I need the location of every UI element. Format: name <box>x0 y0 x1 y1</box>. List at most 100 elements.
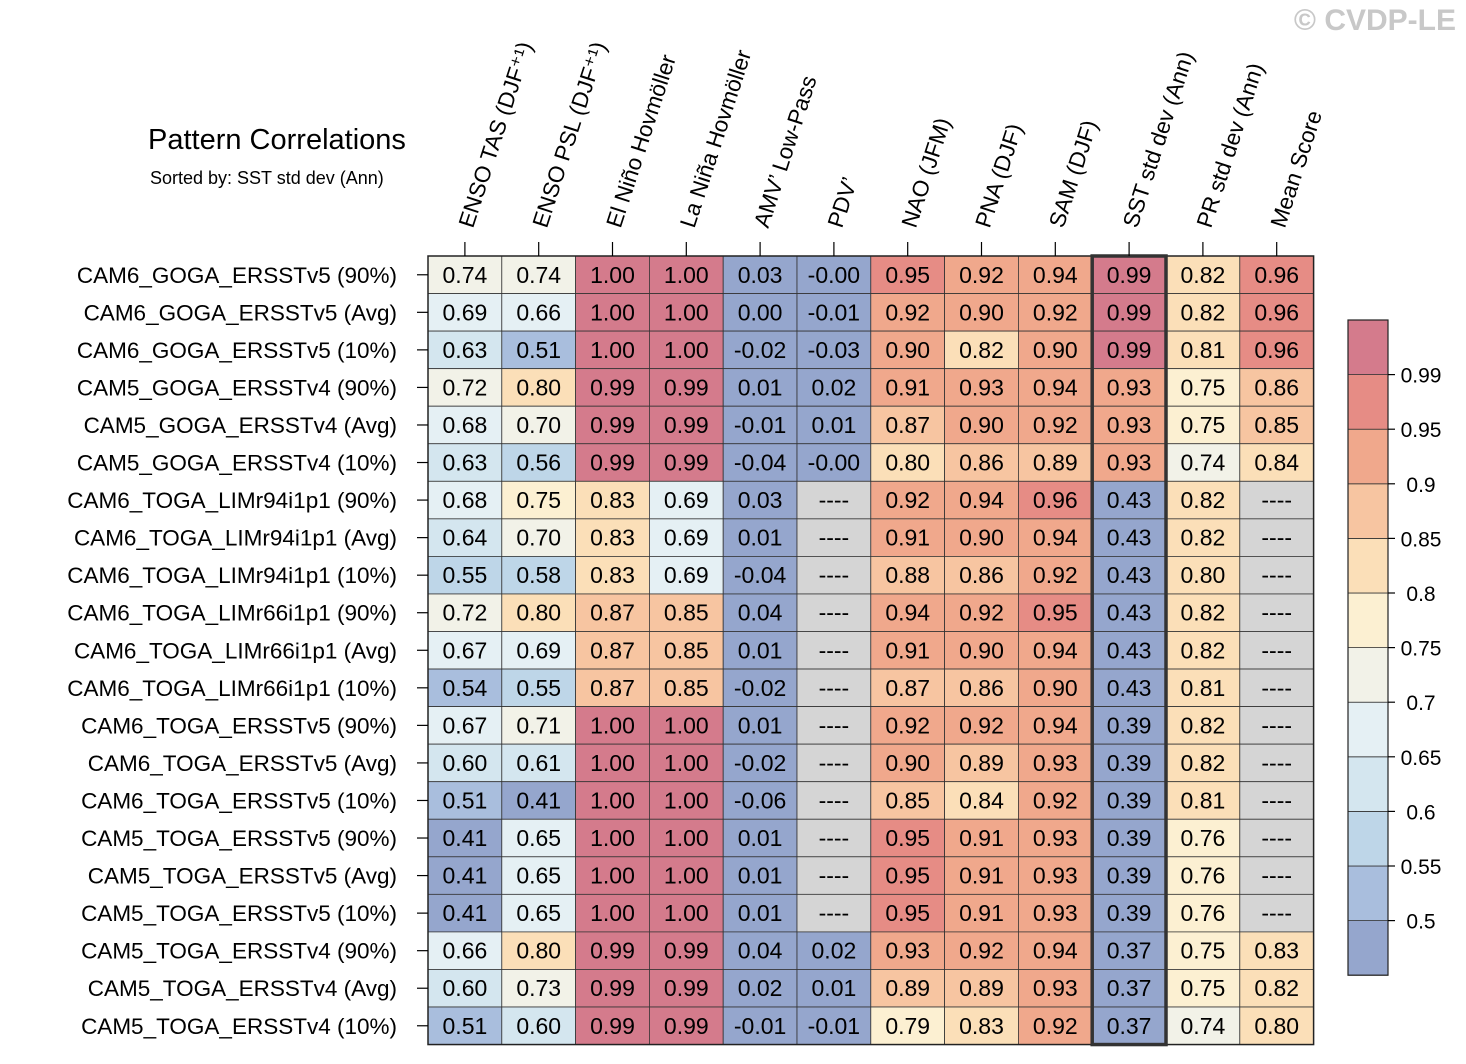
heatmap-cell <box>501 443 576 482</box>
cell-value: ---- <box>819 562 850 588</box>
cell-value: 0.87 <box>590 600 635 626</box>
cell-value: 0.74 <box>1181 1013 1226 1039</box>
cell-value: 0.93 <box>1033 750 1078 776</box>
cell-value: ---- <box>1261 600 1292 626</box>
heatmap-cell <box>796 893 872 933</box>
heatmap-cell <box>944 255 1019 294</box>
heatmap-cell <box>427 969 503 1008</box>
heatmap-cell <box>722 668 798 707</box>
cell-value: 0.92 <box>1033 562 1078 588</box>
colorbar-tick-label: 0.85 <box>1401 528 1442 551</box>
heatmap-cell <box>427 706 503 745</box>
cell-value: 0.72 <box>443 600 488 626</box>
cell-value: 0.43 <box>1107 675 1152 701</box>
cell-value: 0.41 <box>516 787 561 813</box>
heatmap-cell <box>722 480 798 520</box>
column-label: ENSO PSL (DJF⁺¹) <box>528 39 612 231</box>
cell-value: 0.96 <box>1254 262 1299 288</box>
heatmap-cell <box>649 818 724 858</box>
heatmap-cell <box>1239 330 1315 370</box>
heatmap-cell <box>722 368 798 407</box>
cell-value: 0.93 <box>1033 900 1078 926</box>
heatmap-cell <box>501 818 576 858</box>
cell-value: 0.88 <box>885 562 930 588</box>
cell-value: 0.91 <box>959 863 1004 889</box>
cell-value: 0.63 <box>443 337 488 363</box>
cell-value: 0.43 <box>1107 487 1152 513</box>
cell-value: 0.54 <box>443 675 488 701</box>
cell-value: 0.87 <box>590 637 635 663</box>
cell-value: 1.00 <box>590 787 635 813</box>
colorbar-tick-label: 0.5 <box>1406 911 1435 934</box>
cell-value: 0.65 <box>516 825 561 851</box>
cell-value: 0.91 <box>885 374 930 400</box>
heatmap-cell <box>870 706 945 745</box>
cell-value: 0.66 <box>443 938 488 964</box>
cell-value: 0.01 <box>738 863 783 889</box>
heatmap-cell <box>870 368 945 407</box>
cell-value: 1.00 <box>664 262 709 288</box>
cell-value: 0.99 <box>1107 262 1152 288</box>
cell-value: 0.58 <box>516 562 561 588</box>
cell-value: 0.82 <box>1181 600 1226 626</box>
heatmap-cell <box>427 781 503 820</box>
heatmap-cell <box>870 593 945 632</box>
cell-value: 0.60 <box>443 750 488 776</box>
row-label: CAM5_TOGA_ERSSTv4 (10%) <box>81 1014 397 1039</box>
cell-value: 0.43 <box>1107 600 1152 626</box>
heatmap-cell <box>1018 443 1093 482</box>
cell-value: 0.86 <box>959 562 1004 588</box>
heatmap-cell <box>944 593 1019 632</box>
heatmap-cell <box>575 556 650 595</box>
cell-value: 0.04 <box>738 600 783 626</box>
cell-value: 0.82 <box>1181 299 1226 325</box>
heatmap-cell <box>722 781 798 820</box>
heatmap-cell <box>1018 931 1093 970</box>
heatmap-cell <box>1239 518 1315 557</box>
cell-value: -0.01 <box>808 1013 860 1039</box>
heatmap-cell <box>722 706 798 745</box>
row-label: CAM6_TOGA_LIMr94i1p1 (90%) <box>67 488 397 513</box>
cell-value: 0.84 <box>1254 450 1299 476</box>
cell-value: 0.85 <box>1254 412 1299 438</box>
colorbar-bin <box>1347 319 1389 375</box>
cell-value: 0.41 <box>443 900 488 926</box>
cell-value: ---- <box>1261 562 1292 588</box>
heatmap-cell <box>575 856 650 895</box>
heatmap-cell <box>575 781 650 820</box>
cell-value: 0.75 <box>1181 374 1226 400</box>
heatmap-cell <box>575 743 650 783</box>
colorbar-bin <box>1347 538 1389 594</box>
cell-value: 0.82 <box>959 337 1004 363</box>
heatmap-cell <box>796 631 872 670</box>
cell-value: -0.00 <box>808 262 860 288</box>
heatmap-cell <box>1239 931 1315 970</box>
heatmap-cell <box>1165 556 1241 595</box>
cell-value: -0.02 <box>734 337 786 363</box>
heatmap-cell <box>1091 781 1167 820</box>
heatmap-cell <box>944 405 1019 445</box>
cell-value: -0.02 <box>734 675 786 701</box>
row-label: CAM5_TOGA_ERSSTv5 (10%) <box>81 901 397 926</box>
cell-value: ---- <box>1261 712 1292 738</box>
heatmap-cell <box>796 518 872 557</box>
cell-value: 0.85 <box>664 675 709 701</box>
heatmap-cell <box>796 1006 872 1045</box>
cell-value: 0.75 <box>1181 938 1226 964</box>
heatmap-cell <box>1165 668 1241 707</box>
cell-value: 0.92 <box>959 262 1004 288</box>
heatmap-cell <box>649 893 724 933</box>
cell-value: 0.89 <box>959 750 1004 776</box>
heatmap-cell <box>1239 969 1315 1008</box>
cell-value: 0.75 <box>516 487 561 513</box>
cell-value: 0.66 <box>516 299 561 325</box>
heatmap-cell <box>944 893 1019 933</box>
heatmap-cell <box>649 480 724 520</box>
column-label: El Niño Hovmöller <box>601 51 681 230</box>
cell-value: 0.99 <box>590 412 635 438</box>
heatmap-cell <box>944 1006 1019 1045</box>
colorbar-tick-label: 0.7 <box>1406 692 1435 715</box>
cell-value: 0.41 <box>443 825 488 851</box>
cell-value: 1.00 <box>590 337 635 363</box>
